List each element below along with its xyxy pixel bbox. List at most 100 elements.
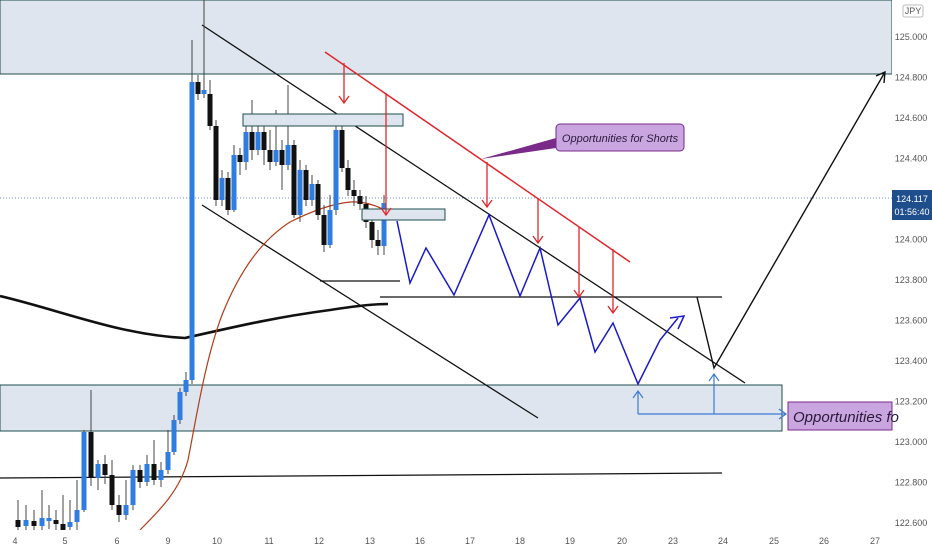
price-tick-label: 123.000 <box>895 437 928 447</box>
candle-body <box>95 464 101 478</box>
projected-arrowhead-black <box>875 70 886 84</box>
time-tick-label: 5 <box>62 536 67 546</box>
shorts-label: Opportunities for Shorts <box>562 133 679 145</box>
price-tick-label: 124.000 <box>895 235 928 245</box>
time-tick-label: 25 <box>769 536 779 546</box>
candle-body <box>171 420 177 452</box>
candle-body <box>116 505 122 515</box>
longs-label: Opportunities fo <box>793 409 899 426</box>
time-tick-label: 24 <box>718 536 728 546</box>
time-tick-label: 9 <box>165 536 170 546</box>
candle-body <box>201 90 207 94</box>
candle-body <box>130 470 136 505</box>
candle-body <box>369 222 375 240</box>
candle-body <box>381 203 387 246</box>
candle-body <box>285 145 291 165</box>
candle-body <box>219 178 225 200</box>
time-tick-label: 26 <box>819 536 829 546</box>
time-tick-label: 4 <box>12 536 17 546</box>
price-tick-label: 123.400 <box>895 356 928 366</box>
projected-price-path <box>396 213 679 386</box>
price-tick-label: 124.800 <box>895 73 928 83</box>
candle-body <box>31 521 37 526</box>
projected-arrowhead-blue <box>669 315 686 330</box>
candle-body <box>81 432 87 510</box>
support-line-low <box>0 472 723 479</box>
price-tick-label: 125.000 <box>895 32 928 42</box>
candle-body <box>351 190 357 196</box>
lower-demand-zone <box>0 384 783 432</box>
price-tick-label: 123.800 <box>895 275 928 285</box>
candle-body <box>279 150 285 165</box>
longs-label-box <box>787 401 893 431</box>
candle-body <box>183 380 189 392</box>
candle-body <box>357 196 363 204</box>
candle-body <box>339 130 345 168</box>
candlesticks <box>15 0 387 534</box>
currency-badge <box>902 4 924 18</box>
candle-body <box>255 132 261 150</box>
time-tick-label: 18 <box>515 536 525 546</box>
candle-body <box>345 168 351 190</box>
candle-body <box>137 470 143 482</box>
price-tick-label: 124.600 <box>895 113 928 123</box>
time-tick-label: 11 <box>264 536 273 546</box>
candle-body <box>309 184 315 200</box>
shorts-callout-pointer <box>481 138 556 159</box>
time-tick-label: 16 <box>415 536 425 546</box>
time-tick-label: 12 <box>314 536 324 546</box>
candle-body <box>39 518 45 526</box>
candle-body <box>291 145 297 215</box>
price-tick-label: 122.600 <box>895 518 928 528</box>
candle-body <box>88 432 94 478</box>
moving-average-fast <box>139 201 389 531</box>
projected-rally-path <box>696 71 886 370</box>
candle-body <box>67 522 73 527</box>
current-price-value: 124.117 <box>896 194 928 204</box>
candle-body <box>315 184 321 215</box>
time-tick-label: 10 <box>212 536 222 546</box>
candle-body <box>297 170 303 215</box>
candle-body <box>375 240 381 246</box>
channel-upper-line <box>201 24 746 384</box>
candle-body <box>158 470 164 480</box>
price-tick-label: 122.800 <box>895 478 928 488</box>
upper-supply-zone <box>0 0 893 75</box>
channel-lower-line <box>201 204 539 419</box>
candle-body <box>243 132 249 162</box>
candle-body <box>53 520 59 524</box>
resistance-box-upper <box>242 113 404 127</box>
candle-body <box>321 215 327 245</box>
candle-body <box>333 130 339 210</box>
price-tick-label: 123.600 <box>895 316 928 326</box>
time-tick-label: 6 <box>114 536 119 546</box>
moving-average-200 <box>0 294 389 340</box>
candle-body <box>261 132 267 150</box>
short-arrows <box>338 63 619 315</box>
time-tick-label: 20 <box>617 536 627 546</box>
candle-body <box>249 132 255 150</box>
candle-body <box>225 178 231 210</box>
time-tick-label: 19 <box>565 536 575 546</box>
time-tick-label: 17 <box>465 536 475 546</box>
candle-body <box>15 520 21 527</box>
price-axis[interactable] <box>892 0 932 550</box>
candle-body <box>213 126 219 200</box>
current-price-tag <box>892 190 932 220</box>
currency-label: JPY <box>905 6 922 16</box>
candle-body <box>109 475 115 505</box>
candle-body <box>60 524 66 530</box>
long-arrows <box>632 372 788 420</box>
candle-body <box>237 155 243 162</box>
candle-body <box>151 464 157 480</box>
bar-countdown: 01:56:40 <box>894 207 929 217</box>
candle-body <box>207 94 213 126</box>
candle-body <box>273 150 279 162</box>
candle-body <box>74 510 80 522</box>
candle-body <box>303 170 309 200</box>
price-tick-label: 124.400 <box>895 154 928 164</box>
time-tick-label: 23 <box>668 536 678 546</box>
time-axis[interactable] <box>0 530 892 550</box>
